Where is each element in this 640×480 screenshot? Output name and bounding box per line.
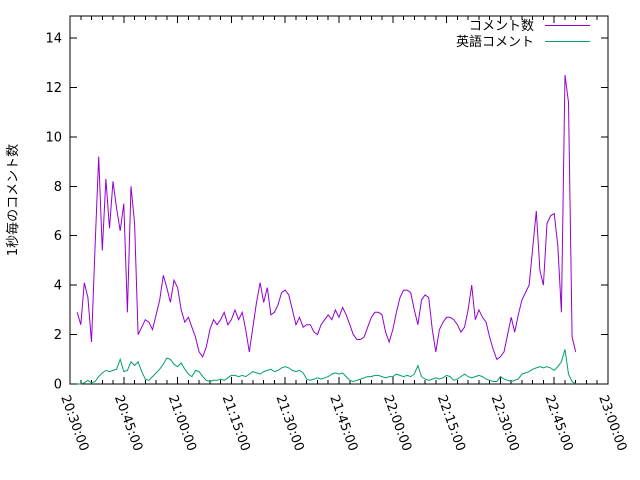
x-axis-tick-labels: 20:30:00 20:45:00 21:00:00 21:15:00 21:30:00… (57, 393, 629, 453)
x-tick-label: 23:00:00 (595, 393, 629, 453)
plot-border (69, 15, 609, 385)
x-tick-label: 21:45:00 (326, 393, 360, 453)
legend-label-comments: コメント数 (469, 19, 534, 34)
x-tick-label: 21:00:00 (165, 393, 199, 453)
y-tick-label: 6 (54, 229, 62, 244)
x-tick-label: 22:45:00 (541, 393, 575, 453)
x-tick-label: 20:45:00 (111, 393, 145, 453)
y-tick-label: 2 (54, 328, 62, 343)
data-series (76, 75, 577, 385)
axis-ticks (69, 16, 609, 385)
x-tick-label: 21:15:00 (219, 393, 253, 453)
x-tick-label: 22:30:00 (488, 393, 522, 453)
series-line-1 (77, 349, 576, 385)
series-line-0 (76, 75, 577, 361)
y-tick-label: 4 (54, 279, 62, 294)
y-tick-label: 8 (54, 180, 62, 195)
y-axis-tick-labels: 0 2 4 6 8 10 12 14 (45, 32, 62, 393)
x-tick-label: 20:30:00 (57, 393, 91, 453)
x-tick-label: 22:00:00 (380, 393, 414, 453)
y-tick-label: 12 (45, 81, 62, 96)
x-tick-label: 21:30:00 (272, 393, 306, 453)
y-axis-title: 1秒毎のコメント数 (5, 144, 21, 256)
y-tick-label: 0 (54, 378, 62, 393)
legend: コメント数 英語コメント (456, 19, 590, 50)
x-tick-label: 22:15:00 (434, 393, 468, 453)
legend-label-english-comments: 英語コメント (456, 34, 534, 50)
y-tick-label: 14 (45, 32, 62, 47)
y-tick-label: 10 (45, 130, 62, 145)
